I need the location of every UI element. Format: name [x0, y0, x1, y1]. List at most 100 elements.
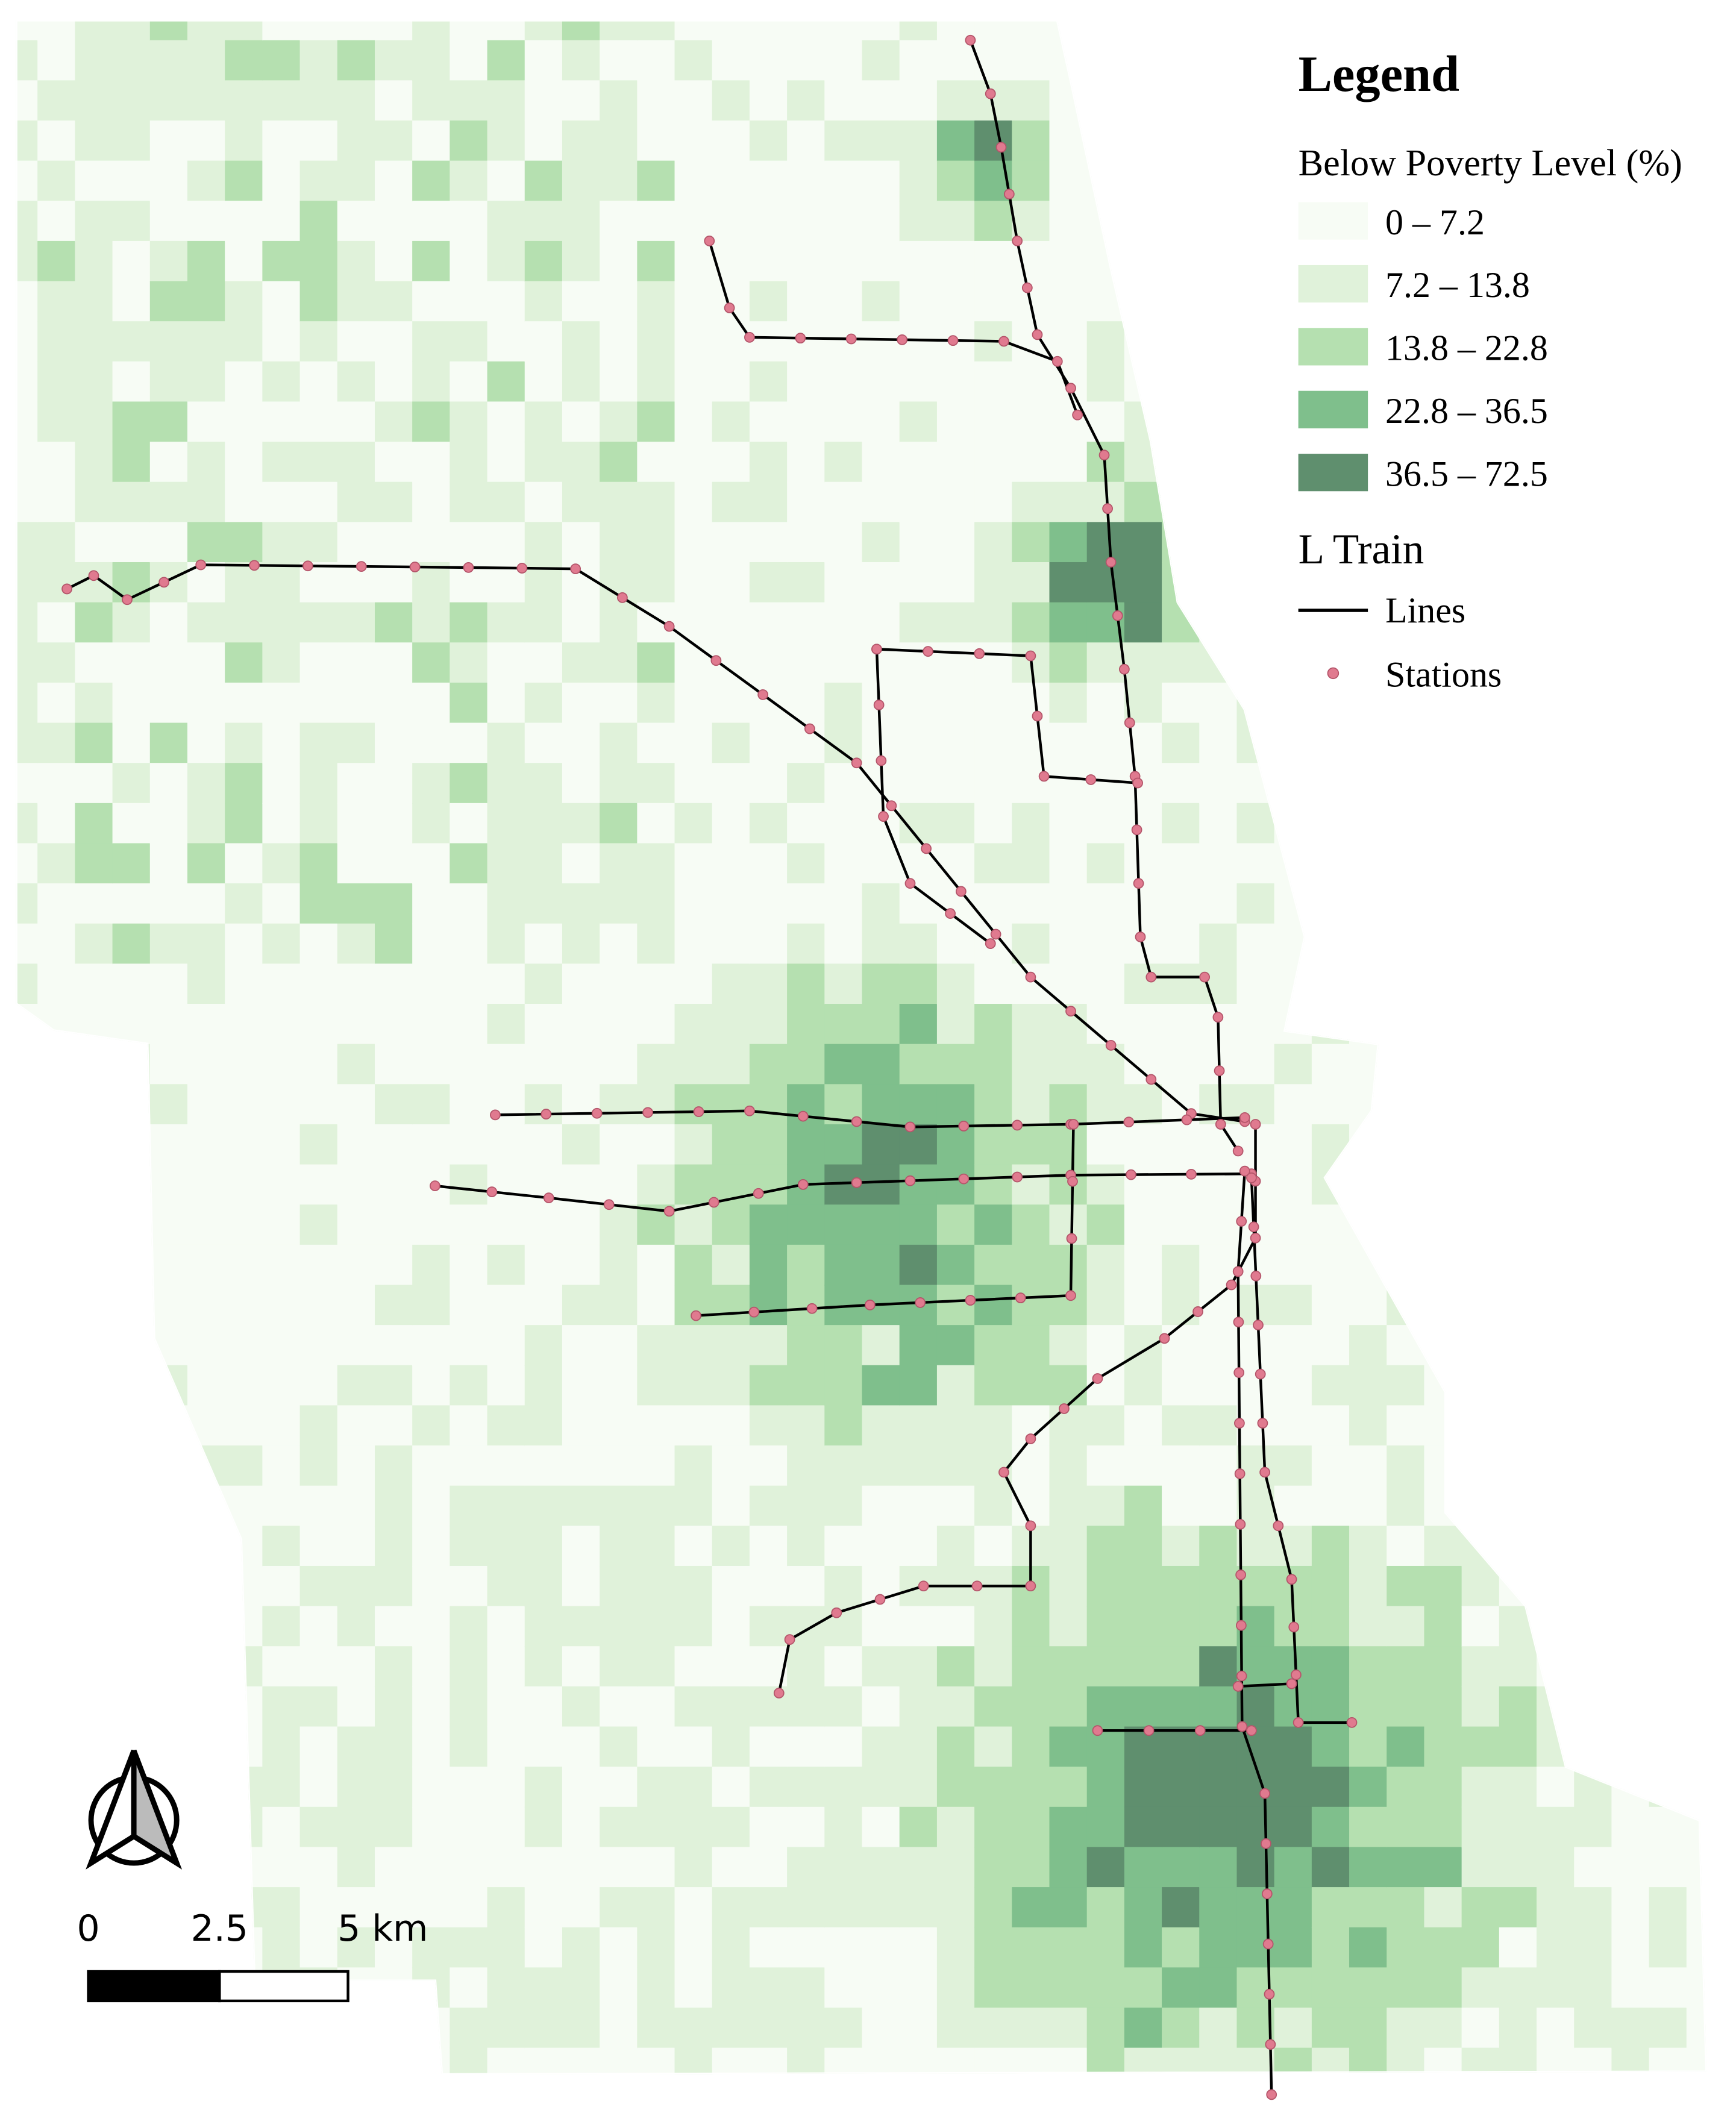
station [876, 755, 887, 766]
legend-class-label: 13.8 – 22.8 [1385, 328, 1548, 368]
tract [749, 1967, 788, 2009]
tract [374, 562, 413, 603]
tract [487, 240, 525, 282]
tract [1537, 1806, 1575, 1848]
tract [337, 562, 376, 603]
tract [75, 80, 113, 122]
tract [1124, 1606, 1163, 1647]
tract [899, 843, 938, 884]
tract [16, 442, 39, 483]
tract [936, 1044, 976, 1085]
tract [262, 602, 301, 643]
tract [1274, 1726, 1312, 1768]
tract [674, 80, 713, 122]
tract [637, 763, 675, 804]
tract [899, 281, 938, 322]
tract [562, 321, 601, 362]
tract [1649, 2007, 1687, 2049]
tract [787, 1445, 826, 1486]
tract [1086, 1124, 1125, 1165]
tract [637, 803, 675, 844]
legend-swatch [1298, 328, 1368, 366]
tract [637, 1124, 675, 1165]
tract [1086, 1565, 1125, 1607]
tract [1311, 1526, 1350, 1567]
tract [637, 1806, 675, 1848]
tract [600, 1084, 638, 1126]
tract [225, 321, 263, 362]
tract [1086, 1044, 1125, 1085]
tract [1649, 1927, 1687, 1968]
tract [974, 1244, 1013, 1286]
tract [936, 522, 976, 563]
tract [562, 682, 601, 724]
tract [787, 1325, 826, 1366]
tract [16, 281, 39, 322]
tract [112, 321, 151, 362]
tract [187, 1084, 226, 1126]
tract [600, 722, 638, 764]
tract [1461, 1565, 1500, 1607]
station [1159, 1333, 1170, 1344]
tract [187, 843, 226, 884]
tract [262, 1405, 301, 1447]
tract [524, 522, 563, 563]
tract [337, 40, 376, 81]
tract [37, 240, 76, 282]
tract [1012, 963, 1050, 1005]
tract [412, 963, 451, 1005]
tract [600, 201, 638, 242]
tract [862, 1084, 900, 1126]
tract [1086, 2047, 1125, 2075]
tract [824, 401, 863, 443]
station [356, 561, 367, 572]
tract [862, 361, 900, 402]
tract [149, 803, 189, 844]
station [1015, 1292, 1026, 1304]
tract [1461, 2007, 1500, 2049]
tract [674, 1726, 713, 1768]
tract [337, 240, 376, 282]
tract [299, 1084, 338, 1126]
tract [674, 20, 713, 41]
station [945, 908, 956, 919]
tract [412, 522, 451, 563]
tract [1162, 1887, 1200, 1928]
tract [749, 20, 788, 41]
tract [374, 602, 413, 643]
tract [1162, 883, 1200, 924]
tract [75, 763, 113, 804]
tract [824, 1485, 863, 1527]
tract [262, 1485, 301, 1527]
tract [974, 1646, 1013, 1687]
tract [149, 763, 189, 804]
station [302, 560, 313, 572]
tract [1349, 1887, 1388, 1928]
tract [749, 1124, 788, 1165]
tract [974, 522, 1013, 563]
tract [1387, 1405, 1425, 1447]
tract [112, 160, 151, 202]
station [1131, 824, 1142, 836]
tract [337, 1164, 376, 1206]
tract [1012, 40, 1050, 81]
tract [1311, 1244, 1350, 1286]
tract [225, 1244, 263, 1286]
tract [1461, 1767, 1500, 1808]
tract [187, 642, 226, 684]
tract [299, 1365, 338, 1406]
tract [824, 20, 863, 41]
tract [487, 843, 525, 884]
station [784, 1634, 795, 1645]
tract [562, 923, 601, 965]
tract [1012, 1646, 1050, 1687]
tract [1461, 1887, 1500, 1928]
tract [412, 160, 451, 202]
tract [862, 401, 900, 443]
tract [1049, 722, 1088, 764]
tract [450, 1244, 488, 1286]
tract [862, 481, 900, 523]
tract [749, 1526, 788, 1567]
tract [450, 1325, 488, 1366]
tract [787, 2047, 826, 2075]
